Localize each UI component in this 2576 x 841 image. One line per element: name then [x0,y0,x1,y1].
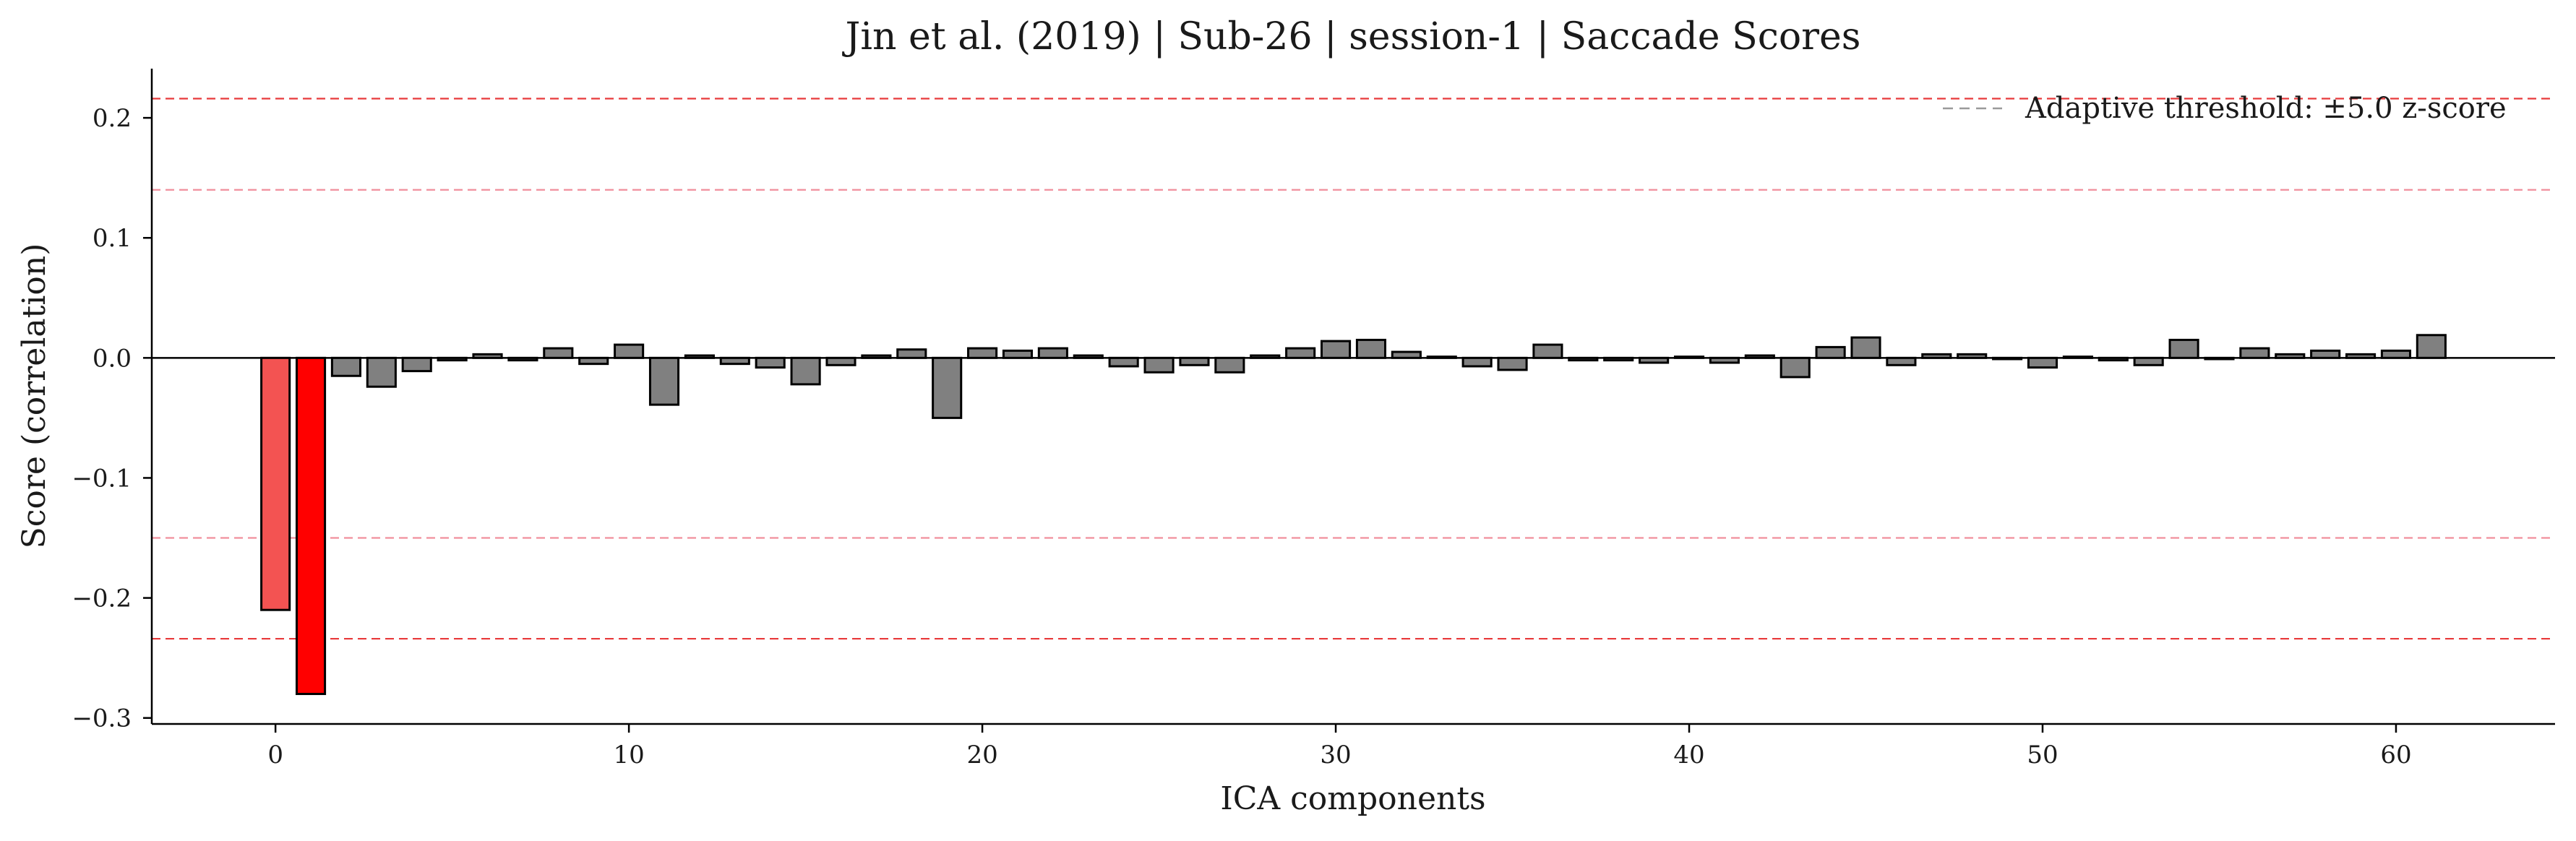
bar-component-25 [1143,356,1175,374]
bar-component-43 [1779,356,1811,379]
y-tick-label: −0.2 [72,585,132,613]
axes: 0 10 20 30 40 50 60 −0.3 −0.2 −0.1 0.0 0.1 0.2 [72,69,2555,769]
x-tick-label: 40 [1673,741,1704,769]
bar-component-29 [1285,347,1316,359]
bar-component-16 [825,356,856,366]
x-tick-label: 10 [613,741,644,769]
x-tick-label: 50 [2027,741,2058,769]
bar-component-46 [1886,356,1917,366]
x-tick-label: 20 [966,741,997,769]
y-tick-label: −0.1 [72,464,132,493]
bar-component-3 [366,356,397,388]
x-tick-label: 30 [1320,741,1351,769]
bar-component-2 [330,356,361,377]
bar-component-50 [2027,356,2058,369]
bar-component-54 [2168,338,2199,359]
bar-component-31 [1355,338,1387,359]
bar-component-35 [1497,356,1528,371]
bar-component-14 [755,356,786,369]
bar-component-24 [1108,356,1139,368]
threshold-lines [152,98,2555,640]
x-tick-label: 60 [2380,741,2411,769]
bar-component-34 [1461,356,1493,368]
bar-component-0 [260,356,291,611]
x-axis-label: ICA components [1220,780,1485,817]
bar-component-8 [543,347,574,359]
bar-component-21 [1002,349,1034,359]
bar-component-26 [1179,356,1210,366]
bar-component-36 [1532,343,1563,359]
bar-component-19 [932,356,963,419]
y-tick-label: 0.0 [93,344,132,373]
bar-component-53 [2133,356,2164,366]
bar-component-60 [2380,349,2412,359]
bar-component-4 [401,356,432,373]
bar-component-15 [790,356,821,386]
bar-component-10 [614,343,645,359]
y-axis-label: Score (correlation) [16,243,53,549]
bar-component-44 [1815,345,1846,359]
bar-component-18 [896,348,927,359]
chart-title: Jin et al. (2019) | Sub-26 | session-1 |… [842,15,1861,59]
y-tick-label: −0.3 [72,704,132,733]
bar-component-45 [1850,336,1881,359]
bar-component-11 [648,356,680,406]
y-tick-label: 0.1 [93,224,132,253]
bar-component-20 [967,347,998,359]
y-tick-label: 0.2 [93,104,132,133]
legend: Adaptive threshold: ±5.0 z-score [1943,92,2507,125]
bar-component-1 [295,356,327,695]
legend-label: Adaptive threshold: ±5.0 z-score [2025,92,2507,125]
x-tick-label: 0 [267,741,283,769]
bars [152,334,2555,695]
bar-component-30 [1320,340,1352,359]
bar-component-61 [2416,334,2447,359]
bar-component-22 [1037,347,1068,359]
bar-component-56 [2239,347,2270,359]
bar-component-58 [2310,349,2341,359]
bar-component-27 [1214,356,1245,374]
